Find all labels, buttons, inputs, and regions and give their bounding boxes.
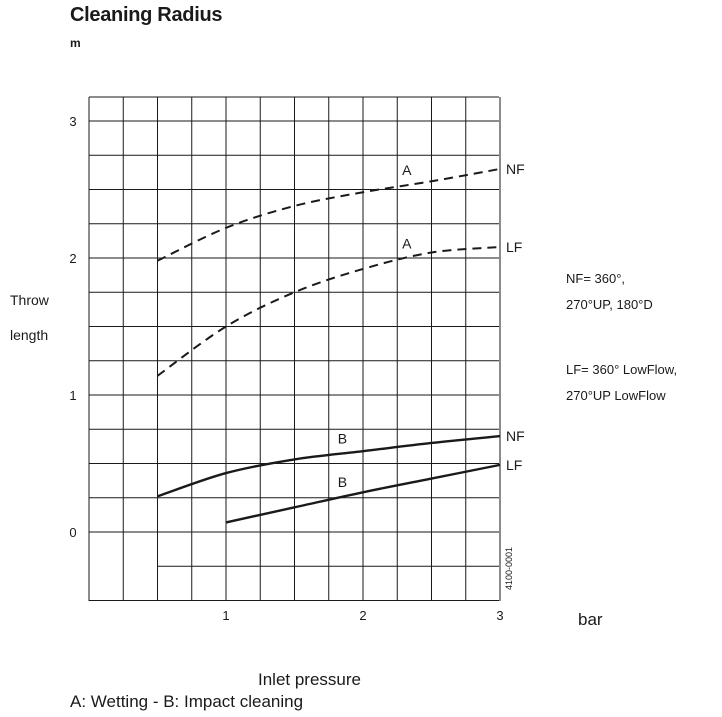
series-curve-label: A — [402, 235, 412, 251]
note-nf-line-2: 270°UP, 180°D — [566, 297, 653, 312]
chart-grid — [88, 96, 501, 601]
x-tick-label: 3 — [496, 608, 503, 623]
x-axis-label: Inlet pressure — [258, 670, 361, 689]
series-curve-label: A — [402, 162, 412, 178]
y-tick-label: 3 — [69, 114, 76, 129]
series-curve-label: B — [338, 474, 347, 490]
series-line-b-lf — [225, 463, 501, 524]
series-line-a-nf — [157, 167, 501, 262]
note-nf-line-1: NF= 360°, — [566, 271, 626, 286]
x-unit-label: bar — [578, 610, 603, 629]
series-labels: NF A LF A NF B LF B — [338, 161, 525, 490]
note-lf-line-2: 270°UP LowFlow — [566, 388, 666, 403]
y-axis-label-line-2: length — [10, 327, 49, 343]
series-line-b-nf — [157, 434, 501, 498]
y-tick-label: 0 — [69, 525, 76, 540]
series-curve-label: B — [338, 431, 347, 447]
series-end-label: LF — [506, 239, 522, 255]
axis-ticks: 1 2 3 0 1 2 3 — [69, 114, 503, 623]
y-tick-label: 2 — [69, 251, 76, 266]
y-unit-label: m — [70, 36, 81, 50]
series-end-label: LF — [506, 457, 522, 473]
series-end-label: NF — [506, 428, 525, 444]
chart-title: Cleaning Radius — [70, 4, 223, 26]
y-axis-label-line-1: Throw — [10, 292, 49, 308]
chart-caption: A: Wetting - B: Impact cleaning — [70, 692, 304, 711]
y-tick-label: 1 — [69, 388, 76, 403]
figure-code: 4100-0001 — [504, 547, 514, 590]
x-tick-label: 2 — [359, 608, 366, 623]
chart-series — [156, 167, 501, 524]
x-tick-label: 1 — [222, 608, 229, 623]
series-end-label: NF — [506, 161, 525, 177]
note-lf-line-1: LF= 360° LowFlow, — [566, 362, 678, 377]
